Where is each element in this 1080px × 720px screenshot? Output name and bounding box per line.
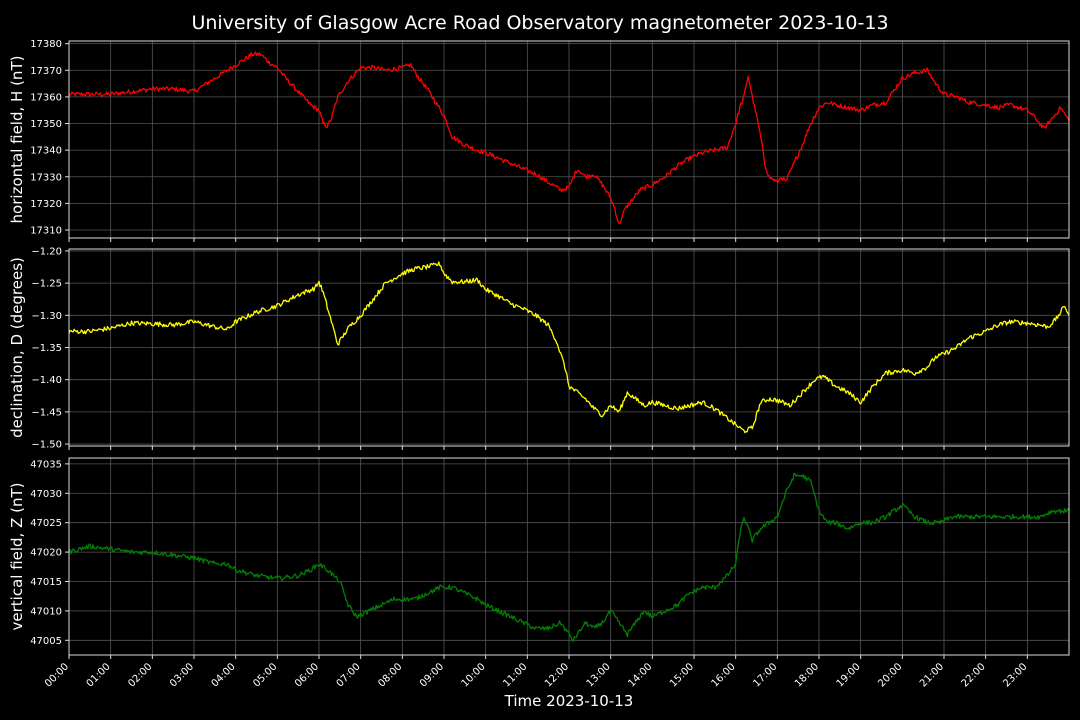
x-tick-label: 06:00	[293, 661, 321, 689]
y-tick-label: 47030	[30, 489, 62, 500]
panel-2: −1.50 −1.45 −1.40 −1.35 −1.30 −1.25 −1.20 decli…	[8, 246, 1070, 451]
y-tick-label: 47020	[30, 548, 62, 559]
x-tick-label: 13:00	[585, 661, 613, 689]
series-line-1	[68, 51, 1070, 224]
x-tick-label: 03:00	[168, 661, 196, 689]
panel-frame	[68, 40, 1070, 239]
x-tick-label: 11:00	[501, 661, 529, 689]
y-axis-label-3: vertical field, Z (nT)	[8, 482, 26, 630]
y-tick-label: 17370	[30, 66, 62, 77]
y-tick-label: 17310	[30, 226, 62, 237]
y-tick-label: −1.30	[31, 311, 62, 322]
y-tick-label: 17340	[30, 146, 62, 157]
y-tick-label: 47025	[30, 518, 62, 529]
y-axis-label-1: horizontal field, H (nT)	[8, 56, 26, 224]
y-tick-label: 47015	[30, 577, 62, 588]
y-tick-label: 47035	[30, 459, 62, 470]
series-line-2	[68, 261, 1070, 434]
x-tick-label: 17:00	[751, 661, 779, 689]
panel-frame	[68, 457, 1070, 656]
y-tick-label: −1.45	[31, 407, 62, 418]
panel-frame	[68, 248, 1070, 447]
x-tick-label: 04:00	[210, 661, 238, 689]
chart-panels: 17310 17320 17330 17340 17350 17360 17370 17380…	[8, 39, 1070, 659]
panel-3: 47005 47010 47015 47020 47025 47030 47035 verti…	[8, 457, 1070, 659]
x-tick-label: 14:00	[626, 661, 654, 689]
y-tick-label: 17350	[30, 119, 62, 130]
y-tick-label: 47005	[30, 636, 62, 647]
x-axis-label: Time 2023-10-13	[504, 692, 634, 710]
y-tick-label: −1.20	[31, 246, 62, 257]
x-tick-label: 07:00	[335, 661, 363, 689]
y-tick-label: −1.50	[31, 440, 62, 451]
x-tick-label: 05:00	[251, 661, 279, 689]
y-axis-label-2: declination, D (degrees)	[8, 257, 26, 438]
y-tick-label: 47010	[30, 606, 62, 617]
y-tick-label: −1.40	[31, 375, 62, 386]
x-tick-label: 02:00	[126, 661, 154, 689]
panel-1: 17310 17320 17330 17340 17350 17360 17370 17380…	[8, 39, 1070, 242]
x-tick-label: 19:00	[835, 661, 863, 689]
x-tick-label: 18:00	[793, 661, 821, 689]
x-tick-label: 12:00	[543, 661, 571, 689]
y-tick-label: 17320	[30, 199, 62, 210]
y-tick-label: 17330	[30, 172, 62, 183]
chart-title: University of Glasgow Acre Road Observat…	[191, 12, 888, 34]
x-tick-label: 10:00	[460, 661, 488, 689]
x-tick-label: 15:00	[668, 661, 696, 689]
x-tick-label: 01:00	[85, 661, 113, 689]
x-tick-label: 23:00	[1001, 661, 1029, 689]
y-tick-label: −1.35	[31, 343, 62, 354]
x-tick-label: 21:00	[918, 661, 946, 689]
x-tick-label: 08:00	[376, 661, 404, 689]
series-line-3	[68, 472, 1070, 643]
y-tick-label: 17360	[30, 92, 62, 103]
x-tick-label: 16:00	[710, 661, 738, 689]
x-tick-label: 22:00	[960, 661, 988, 689]
y-tick-label: −1.25	[31, 279, 62, 290]
x-tick-label: 20:00	[876, 661, 904, 689]
x-tick-label: 00:00	[43, 661, 71, 689]
x-axis-ticks: 00:00 01:00 02:00 03:00 04:00 05:00 06:00 07:00…	[43, 661, 1029, 689]
x-tick-label: 09:00	[418, 661, 446, 689]
y-tick-label: 17380	[30, 39, 62, 50]
